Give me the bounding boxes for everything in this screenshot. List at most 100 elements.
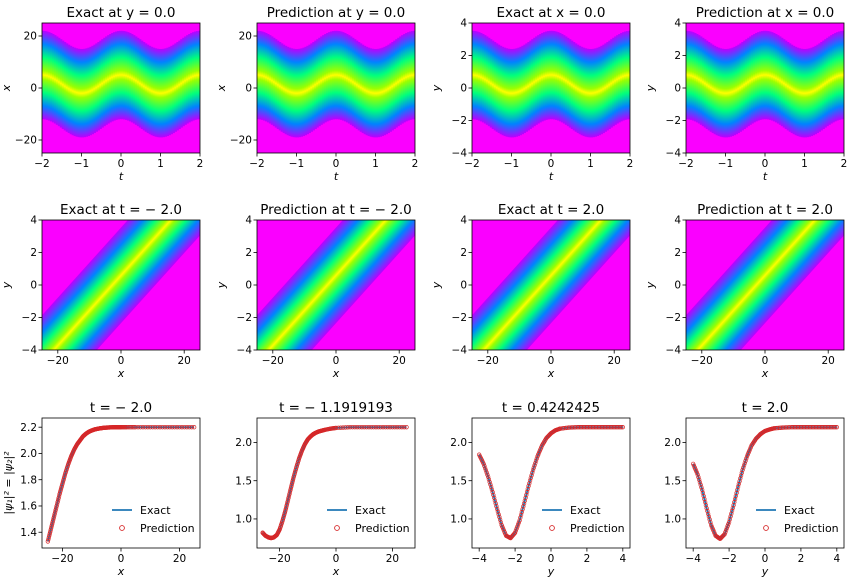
heatmap-strip	[614, 36, 617, 125]
y-tick-label: 0	[674, 83, 681, 95]
prediction-point	[53, 505, 59, 511]
x-tick-label: 0	[118, 355, 125, 367]
panel-title: t = 2.0	[742, 400, 789, 416]
heatmap-strip	[523, 44, 526, 134]
prediction-point	[732, 499, 737, 505]
heatmap-strip	[697, 35, 701, 124]
prediction-point	[708, 520, 713, 525]
y-tick-label: 1.4	[20, 527, 37, 539]
prediction-point	[804, 425, 810, 430]
heatmap-strip	[413, 30, 415, 120]
prediction-point	[496, 512, 501, 517]
heatmap-strip	[166, 47, 169, 137]
prediction-point	[700, 490, 706, 496]
prediction-point	[700, 487, 705, 493]
heatmap-strip	[154, 48, 158, 137]
prediction-point	[362, 425, 367, 430]
panel-title: Prediction at t = − 2.0	[260, 202, 411, 218]
prediction-point	[521, 504, 526, 509]
prediction-point	[791, 425, 796, 430]
x-tick-label: −20	[47, 355, 69, 367]
prediction-point	[822, 425, 827, 430]
heatmap-strip	[497, 44, 501, 134]
prediction-point	[140, 425, 146, 430]
prediction-point	[797, 425, 802, 430]
prediction-point	[590, 425, 596, 430]
heatmap-strip	[556, 32, 560, 121]
heatmap-strip	[735, 45, 738, 135]
heatmap-strip	[838, 31, 841, 120]
heatmap-strip	[747, 37, 750, 127]
heatmap-strip	[483, 35, 487, 124]
heatmap-strip	[332, 31, 335, 120]
heatmap-strip	[401, 35, 404, 124]
heatmap-strip	[519, 46, 522, 136]
y-tick-label: 4	[245, 215, 252, 227]
heatmap-image	[257, 220, 415, 350]
heatmap-strip	[608, 40, 611, 130]
heatmap-strip	[87, 47, 90, 137]
x-axis-label: x	[332, 367, 340, 380]
heatmap-strip	[391, 42, 394, 131]
prediction-point	[776, 425, 781, 431]
prediction-point	[347, 425, 353, 430]
y-tick-label: 1.5	[450, 475, 467, 487]
prediction-point	[371, 425, 376, 430]
heatmap-strip	[105, 36, 108, 125]
heatmap-strip	[49, 32, 53, 122]
heatmap-strip	[582, 47, 586, 137]
heatmap-strip	[620, 32, 623, 122]
heatmap-strip	[284, 45, 288, 135]
heatmap-strip	[552, 31, 556, 120]
heatmap-strip	[535, 36, 538, 125]
x-tick-label: 0	[762, 355, 769, 367]
y-tick-label: 1.0	[664, 514, 681, 526]
heatmap-strip	[558, 32, 562, 122]
y-tick-label: 2	[674, 50, 681, 62]
prediction-point	[124, 425, 130, 430]
prediction-point	[50, 519, 55, 524]
prediction-point	[785, 425, 790, 430]
heatmap-strip	[749, 36, 752, 125]
heatmap-strip	[286, 46, 290, 136]
prediction-point	[620, 425, 625, 430]
prediction-point	[49, 525, 54, 530]
heatmap-strip	[499, 45, 503, 135]
heatmap-strip	[403, 33, 406, 123]
prediction-point	[56, 493, 62, 499]
prediction-point	[288, 488, 293, 493]
prediction-point	[284, 501, 290, 506]
prediction-point	[288, 486, 294, 491]
prediction-point	[593, 425, 599, 430]
heatmap-strip	[174, 43, 177, 132]
prediction-point	[575, 425, 581, 430]
prediction-point	[809, 425, 814, 430]
heatmap-strip	[695, 33, 699, 123]
heatmap-strip	[527, 42, 530, 131]
prediction-point	[54, 503, 59, 509]
y-tick-label: −20	[15, 135, 37, 147]
prediction-point	[515, 524, 520, 529]
heatmap-strip	[828, 36, 831, 125]
heatmap-strip	[196, 31, 199, 120]
heatmap-strip	[475, 31, 479, 120]
heatmap-strip	[491, 40, 495, 130]
prediction-point	[152, 425, 158, 430]
prediction-point	[489, 484, 494, 490]
heatmap-strip	[341, 32, 345, 121]
heatmap-strip	[822, 40, 825, 130]
heatmap-strip	[842, 30, 844, 120]
heatmap-strip	[330, 31, 333, 120]
heatmap-strip	[126, 32, 130, 121]
heatmap-strip	[802, 48, 806, 138]
heatmap-strip	[65, 43, 69, 132]
prediction-point	[494, 504, 499, 509]
prediction-point	[800, 425, 805, 430]
prediction-point	[527, 481, 532, 486]
heatmap-strip	[397, 37, 400, 127]
prediction-point	[179, 425, 185, 430]
legend-prediction-swatch	[119, 525, 125, 531]
y-tick-label: 2.0	[20, 448, 37, 460]
heatmap-strip	[580, 46, 584, 136]
heatmap-strip	[814, 45, 817, 135]
